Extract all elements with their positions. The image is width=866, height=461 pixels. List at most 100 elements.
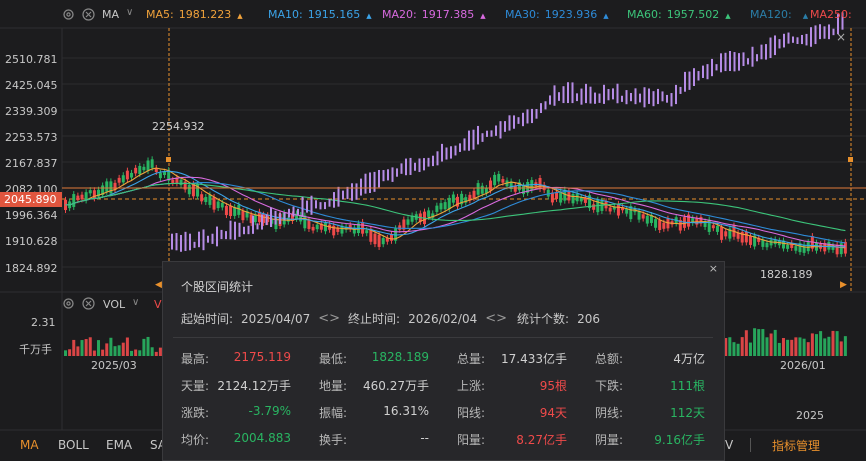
candle-body <box>575 193 579 202</box>
ma-legend-item[interactable]: MA120: ▲ <box>750 8 808 21</box>
candle-body <box>336 227 340 232</box>
tab-ema[interactable]: EMA <box>106 438 133 452</box>
candle-body <box>839 243 843 255</box>
volume-bar <box>761 329 765 356</box>
range-start-arrow-icon[interactable]: ◀ <box>155 280 162 290</box>
candle-body <box>662 222 666 229</box>
volume-bar <box>728 337 732 356</box>
candle-body <box>468 194 472 201</box>
end-time-value[interactable]: 2026/02/04 <box>408 311 478 326</box>
volume-bar <box>748 342 752 356</box>
candle-body <box>765 242 769 248</box>
candle-body <box>175 177 179 184</box>
popup-divider <box>173 337 713 338</box>
volume-bar <box>724 338 728 356</box>
vol-settings-icon[interactable] <box>62 297 75 313</box>
ma-legend-item[interactable]: MA60: 1957.502 ▲ <box>627 8 731 21</box>
settings-icon[interactable] <box>62 8 75 24</box>
volume-bar <box>80 340 84 356</box>
price-axis-label: 1910.628 <box>5 235 58 248</box>
candle-body <box>158 172 162 179</box>
ma-legend-item[interactable]: MA5: 1981.223 ▲ <box>146 8 243 21</box>
price-axis-label: 2425.045 <box>5 79 58 92</box>
volume-bar <box>113 346 117 356</box>
candle-body <box>447 197 451 210</box>
tab-ma[interactable]: MA <box>20 438 39 452</box>
candle-body <box>794 246 798 251</box>
stat-label: 总量: <box>457 352 486 366</box>
close-icon[interactable] <box>82 8 95 24</box>
indicator-manage-button[interactable]: 指标管理 <box>772 438 821 453</box>
stat-label: 阴量: <box>595 433 624 447</box>
candle-body <box>703 221 707 227</box>
volume-bar <box>121 342 125 356</box>
tab-boll[interactable]: BOLL <box>58 438 89 452</box>
stat-label: 阳量: <box>457 433 486 447</box>
ma-legend-item[interactable]: MA10: 1915.165 ▲ <box>268 8 372 21</box>
volume-bar <box>810 333 814 356</box>
tab-v[interactable]: V <box>725 438 734 452</box>
popup-close-icon[interactable]: × <box>708 262 718 275</box>
candle-body <box>125 170 129 180</box>
candle-body <box>290 214 294 221</box>
stat-label: 阳线: <box>457 406 486 420</box>
stat-value: 94天 <box>539 406 567 420</box>
price-axis-label: 1824.892 <box>5 262 58 275</box>
candle-body <box>790 243 794 248</box>
chevron-down-icon[interactable]: ∨ <box>126 7 134 18</box>
candle-body <box>134 167 138 174</box>
ma-legend-item[interactable]: MA20: 1917.385 ▲ <box>382 8 486 21</box>
vol-close-icon[interactable] <box>82 297 95 313</box>
candle-body <box>80 194 84 200</box>
candle-body <box>472 190 476 199</box>
candle-body <box>361 221 365 234</box>
ma-legend-label: MA60: <box>627 8 662 21</box>
candle-body <box>526 182 530 193</box>
candle-body <box>621 207 625 211</box>
candle-body <box>522 185 526 195</box>
stat-label: 上涨: <box>457 379 486 393</box>
range-handle <box>848 157 853 162</box>
volume-bar <box>158 347 162 356</box>
candle-body <box>142 166 146 171</box>
volume-bar <box>753 328 757 356</box>
candle-body <box>781 240 785 249</box>
candle-body <box>625 208 629 214</box>
vol-chevron-down-icon[interactable]: ∨ <box>132 297 140 308</box>
candle-body <box>332 225 336 236</box>
candle-body <box>266 215 270 223</box>
candle-body <box>224 205 228 216</box>
candle-body <box>311 226 315 231</box>
candle-body <box>323 223 327 232</box>
stat-value: 460.27万手 <box>363 379 429 393</box>
stat-value: 2124.12万手 <box>217 379 291 393</box>
candle-body <box>588 195 592 209</box>
stat-value: 9.16亿手 <box>654 433 705 447</box>
end-adjust-icon[interactable]: <> <box>485 311 508 326</box>
candle-body <box>138 165 142 175</box>
candle-body <box>802 244 806 253</box>
candle-body <box>509 181 513 190</box>
start-adjust-icon[interactable]: <> <box>318 311 341 326</box>
start-time-label: 起始时间: <box>181 312 234 326</box>
ma-legend-item[interactable]: MA30: 1923.936 ▲ <box>505 8 609 21</box>
volume-bar <box>740 337 744 356</box>
stat-label: 均价: <box>181 433 210 447</box>
ma-legend-bar: MA ∨ MA5: 1981.223 ▲ MA10: 1915.165 ▲ MA20: 191… <box>0 0 866 28</box>
volume-bar <box>138 350 142 356</box>
candle-body <box>608 207 612 212</box>
candle-body <box>538 178 542 189</box>
candle-body <box>216 201 220 209</box>
start-time-value[interactable]: 2025/04/07 <box>241 311 311 326</box>
ma-legend-item[interactable]: MA250: <box>810 8 857 21</box>
candle-body <box>666 218 670 229</box>
volume-bar <box>773 329 777 356</box>
candle-body <box>163 171 167 176</box>
candle-body <box>555 191 559 199</box>
candle-body <box>517 182 521 191</box>
stat-value: 8.27亿手 <box>516 433 567 447</box>
ma-arrow-icon: ▲ <box>480 12 486 20</box>
range-end-arrow-icon[interactable]: ▶ <box>840 280 847 290</box>
volume-bar <box>843 336 847 356</box>
chart-close-icon[interactable]: × <box>836 30 847 44</box>
